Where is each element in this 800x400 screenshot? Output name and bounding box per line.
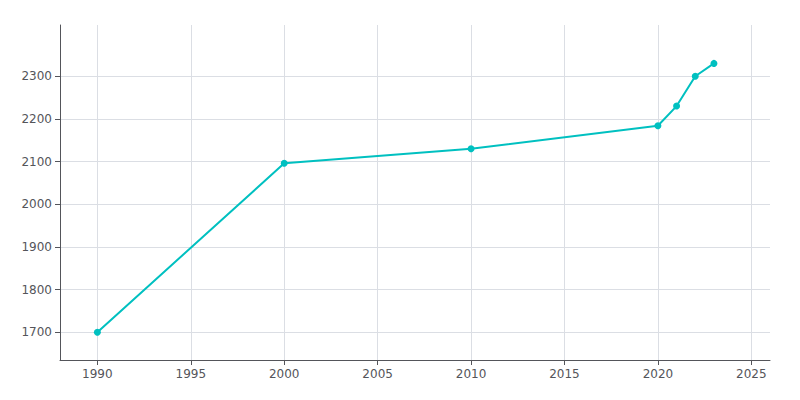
svg-text:2000: 2000 <box>269 367 300 381</box>
svg-text:2010: 2010 <box>456 367 487 381</box>
svg-text:2020: 2020 <box>643 367 674 381</box>
svg-text:1995: 1995 <box>176 367 207 381</box>
svg-text:1990: 1990 <box>82 367 113 381</box>
svg-text:2000: 2000 <box>21 197 52 211</box>
svg-text:2005: 2005 <box>362 367 393 381</box>
svg-text:2025: 2025 <box>736 367 767 381</box>
svg-text:2300: 2300 <box>21 69 52 83</box>
svg-text:2200: 2200 <box>21 112 52 126</box>
svg-text:1800: 1800 <box>21 283 52 297</box>
svg-text:2100: 2100 <box>21 155 52 169</box>
svg-text:1700: 1700 <box>21 325 52 339</box>
svg-text:2015: 2015 <box>549 367 580 381</box>
svg-text:1900: 1900 <box>21 240 52 254</box>
